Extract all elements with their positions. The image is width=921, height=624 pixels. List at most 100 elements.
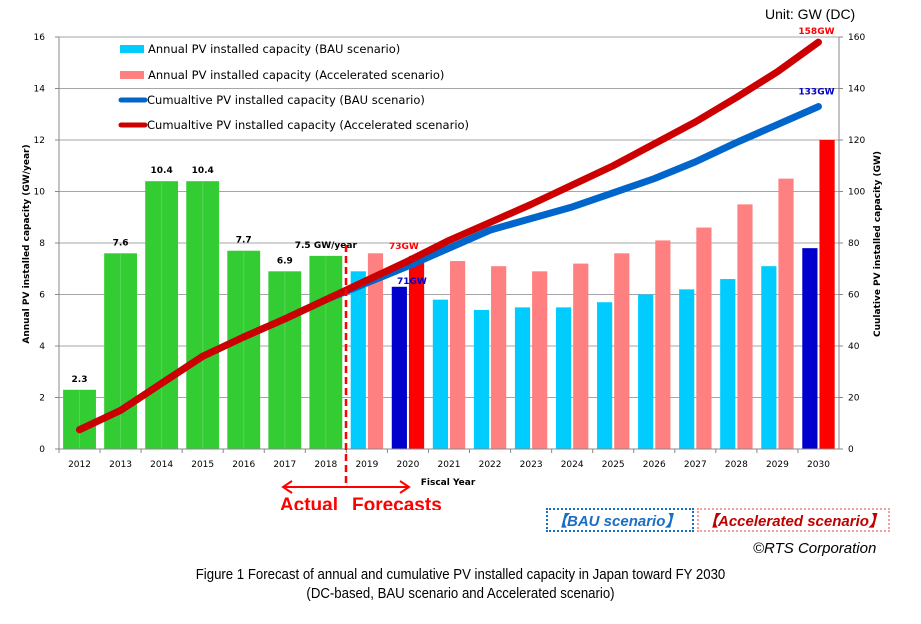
legend-swatch-bau-annual: [120, 45, 144, 53]
x-tick-label: 2013: [109, 460, 132, 470]
bar-accelerated: [696, 227, 712, 449]
bar-bau: [391, 286, 407, 449]
left-tick-label: 2: [39, 394, 45, 404]
annotation-label: 158GW: [798, 27, 834, 37]
bar-bau: [638, 294, 654, 449]
left-tick-label: 16: [34, 33, 46, 43]
x-tick-label: 2015: [191, 460, 214, 470]
bar-accelerated: [778, 178, 794, 449]
x-tick-label: 2018: [314, 460, 337, 470]
data-label-actual: 2.3: [72, 375, 88, 385]
data-label-actual: 7.7: [236, 236, 252, 246]
left-axis-title: Annual PV installed capacity (GW/year): [22, 144, 32, 343]
x-tick-label: 2028: [725, 460, 748, 470]
legend-swatch-acc-annual: [120, 71, 144, 79]
left-tick-label: 4: [39, 342, 45, 352]
figure-caption-line1: Figure 1 Forecast of annual and cumulati…: [195, 566, 726, 583]
line-cumulative-accelerated: [76, 38, 822, 434]
figure-caption-line2: (DC-based, BAU scenario and Accelerated …: [306, 585, 615, 602]
annotation-label: 133GW: [798, 88, 834, 98]
bar-accelerated: [532, 271, 548, 449]
data-label-actual: 6.9: [277, 256, 293, 266]
bau-scenario-tag: 【BAU scenario】: [546, 508, 694, 532]
unit-label: Unit: GW (DC): [765, 6, 855, 22]
x-tick-label: 2027: [684, 460, 707, 470]
left-tick-label: 14: [34, 85, 46, 95]
actual-forecast-divider: Actual Forecasts: [280, 245, 442, 510]
bar-accelerated: [491, 266, 507, 449]
bar-bau: [555, 307, 572, 449]
x-tick-label: 2021: [438, 460, 461, 470]
legend: Annual PV installed capacity (BAU scenar…: [118, 42, 469, 132]
data-label-actual: 7.5 GW/year: [295, 241, 358, 251]
x-axis-title: Fiscal Year: [421, 478, 476, 488]
data-labels: 2.3 7.6 10.4 10.4 7.7 6.97.5 GW/year 73GW 71GW 1…: [72, 27, 835, 385]
data-label-actual: 10.4: [192, 166, 214, 176]
data-label-actual: 10.4: [151, 166, 173, 176]
right-tick-label: 80: [848, 239, 860, 249]
right-axis-title: Cuulative PV installed capacity (GW): [873, 151, 883, 337]
bar-accelerated: [737, 204, 753, 449]
x-tick-label: 2022: [479, 460, 502, 470]
right-tick-label: 60: [848, 291, 860, 301]
x-tick-label: 2017: [273, 460, 296, 470]
right-tick-label: 140: [848, 85, 865, 95]
cumulative-lines: [76, 38, 822, 434]
data-label-actual: 7.6: [113, 238, 129, 248]
x-tick-label: 2025: [602, 460, 625, 470]
bar-bau: [720, 279, 736, 449]
x-tick-label: 2020: [396, 460, 419, 470]
legend-label: Cumualtive PV installed capacity (BAU sc…: [147, 93, 425, 107]
right-tick-label: 40: [848, 342, 860, 352]
bar-accelerated: [614, 253, 630, 449]
left-arrow-icon: [281, 480, 293, 494]
x-tick-label: 2029: [766, 460, 789, 470]
left-tick-label: 12: [34, 136, 45, 146]
left-tick-label: 10: [34, 188, 46, 198]
bar-accelerated: [450, 261, 466, 449]
x-tick-label: 2016: [232, 460, 255, 470]
x-tick-label: 2023: [520, 460, 543, 470]
x-tick-label: 2024: [561, 460, 584, 470]
x-tick-label: 2030: [807, 460, 830, 470]
legend-label: Cumualtive PV installed capacity (Accele…: [147, 118, 469, 132]
bar-bau: [761, 266, 777, 449]
copyright: ©RTS Corporation: [753, 540, 877, 557]
bar-accelerated: [655, 240, 671, 449]
bar-accelerated: [367, 253, 384, 449]
legend-item-bau-annual: Annual PV installed capacity (BAU scenar…: [120, 42, 400, 56]
x-tick-label: 2019: [355, 460, 378, 470]
x-tick-label: 2012: [68, 460, 91, 470]
right-arrow-icon: [399, 480, 411, 494]
annotation-label: 71GW: [397, 277, 427, 287]
left-tick-label: 8: [39, 239, 45, 249]
bar-bau: [473, 309, 490, 449]
legend-label: Annual PV installed capacity (Accelerate…: [148, 68, 444, 82]
bar-accelerated: [819, 140, 835, 449]
bar-bau: [597, 302, 613, 449]
legend-label: Annual PV installed capacity (BAU scenar…: [148, 42, 400, 56]
forecasts-label: Forecasts: [352, 495, 442, 510]
right-tick-label: 160: [848, 33, 865, 43]
bar-bau: [802, 248, 818, 449]
bar-accelerated: [408, 255, 425, 449]
x-tick-label: 2026: [643, 460, 666, 470]
legend-item-acc-annual: Annual PV installed capacity (Accelerate…: [120, 68, 444, 82]
legend-item-acc-cumulative: Cumualtive PV installed capacity (Accele…: [118, 118, 469, 132]
right-tick-label: 120: [848, 136, 865, 146]
legend-item-bau-cumulative: Cumualtive PV installed capacity (BAU sc…: [118, 93, 425, 107]
bars: [63, 140, 835, 449]
right-tick-label: 0: [848, 445, 854, 455]
right-tick-label: 20: [848, 394, 860, 404]
right-tick-label: 100: [848, 188, 865, 198]
bar-bau: [432, 299, 448, 449]
left-tick-label: 6: [39, 291, 45, 301]
actual-label: Actual: [280, 495, 338, 510]
bar-bau: [679, 289, 695, 449]
annotation-label: 73GW: [389, 242, 419, 252]
bar-accelerated: [573, 263, 589, 449]
left-tick-label: 0: [39, 445, 45, 455]
x-tick-label: 2014: [150, 460, 173, 470]
pv-capacity-chart: Unit: GW (DC) 02468101214160204060801001…: [22, 6, 883, 510]
